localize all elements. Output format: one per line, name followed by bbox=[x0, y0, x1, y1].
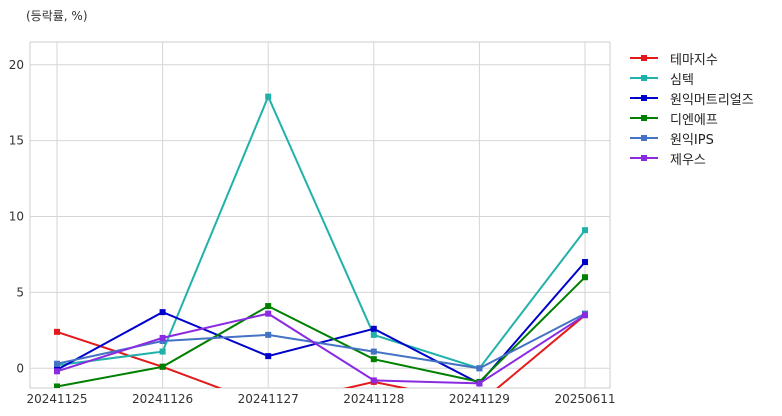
data-point bbox=[582, 274, 588, 281]
x-tick-label: 20241128 bbox=[343, 392, 404, 406]
legend-item: 제우스 bbox=[630, 148, 754, 168]
data-point bbox=[159, 309, 166, 316]
legend-marker bbox=[641, 55, 647, 61]
data-point bbox=[370, 356, 377, 363]
series-group bbox=[54, 93, 588, 388]
legend-item: 원익IPS bbox=[630, 128, 754, 148]
y-tick-label: 15 bbox=[9, 134, 24, 148]
legend-marker bbox=[641, 115, 647, 121]
data-point bbox=[582, 259, 588, 266]
data-point bbox=[265, 303, 272, 310]
legend-item: 원익머트리얼즈 bbox=[630, 88, 754, 108]
data-point bbox=[265, 93, 272, 100]
series-line bbox=[56, 314, 586, 388]
data-point bbox=[159, 334, 166, 341]
y-tick-label: 0 bbox=[16, 361, 24, 375]
data-point bbox=[159, 348, 166, 355]
legend-marker bbox=[641, 135, 647, 141]
data-point bbox=[370, 377, 377, 384]
y-tick-label: 10 bbox=[9, 210, 24, 224]
legend-swatch bbox=[630, 152, 658, 164]
data-point bbox=[159, 363, 166, 370]
x-tick-label: 20241125 bbox=[26, 392, 87, 406]
y-tick-label: 5 bbox=[16, 285, 24, 299]
legend-label: 원익머트리얼즈 bbox=[670, 92, 754, 108]
x-tick-label: 20241129 bbox=[449, 392, 510, 406]
legend-swatch bbox=[630, 52, 658, 64]
data-point bbox=[265, 331, 272, 338]
legend-swatch bbox=[630, 112, 658, 124]
x-tick-label: 20250611 bbox=[554, 392, 615, 406]
data-point bbox=[370, 331, 377, 338]
legend-swatch bbox=[630, 132, 658, 144]
data-point bbox=[265, 353, 272, 360]
data-point bbox=[582, 227, 588, 234]
x-tick-label: 20241127 bbox=[238, 392, 299, 406]
data-point bbox=[159, 337, 166, 344]
series-line bbox=[56, 94, 586, 370]
data-point bbox=[370, 348, 377, 355]
legend-item: 심텍 bbox=[630, 68, 754, 88]
legend-marker bbox=[641, 155, 647, 161]
legend-marker bbox=[641, 95, 647, 101]
legend-swatch bbox=[630, 72, 658, 84]
data-point bbox=[476, 380, 483, 387]
legend-label: 심텍 bbox=[670, 72, 694, 88]
series-line bbox=[56, 312, 586, 385]
data-point bbox=[54, 360, 60, 367]
x-tick-label: 20241126 bbox=[132, 392, 193, 406]
legend-marker bbox=[641, 75, 647, 81]
data-point bbox=[582, 312, 588, 319]
data-point bbox=[476, 365, 483, 372]
y-tick-label: 20 bbox=[9, 58, 24, 72]
unit-label: (등락률, %) bbox=[26, 9, 88, 23]
legend-label: 디엔에프 bbox=[670, 112, 718, 128]
legend-item: 디엔에프 bbox=[630, 108, 754, 128]
data-point bbox=[265, 310, 272, 317]
legend-label: 원익IPS bbox=[670, 132, 714, 148]
series-line bbox=[56, 312, 586, 370]
legend-item: 테마지수 bbox=[630, 48, 754, 68]
data-point bbox=[54, 328, 60, 335]
series-line bbox=[56, 276, 586, 388]
data-point bbox=[54, 383, 60, 388]
data-point bbox=[370, 325, 377, 332]
legend-label: 제우스 bbox=[670, 152, 706, 168]
legend-label: 테마지수 bbox=[670, 52, 718, 68]
legend-swatch bbox=[630, 92, 658, 104]
data-point bbox=[54, 368, 60, 375]
